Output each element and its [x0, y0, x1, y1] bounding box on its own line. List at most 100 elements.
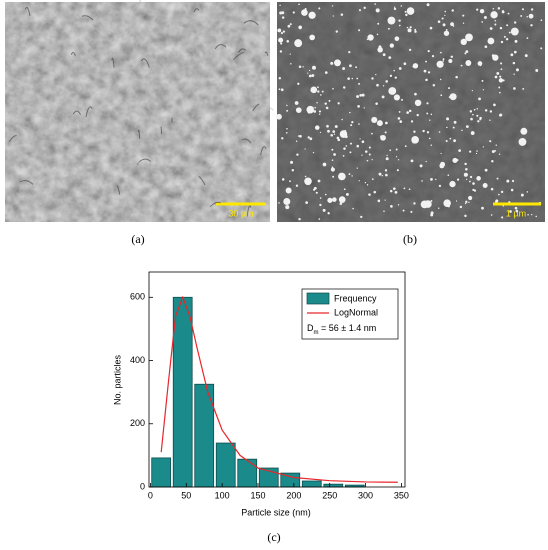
particle [489, 119, 491, 121]
particle [313, 186, 317, 190]
particle [509, 210, 512, 213]
particle [428, 137, 431, 140]
particle [342, 155, 345, 157]
particle [319, 203, 322, 207]
particle [387, 27, 390, 30]
particle [304, 148, 306, 150]
particle [408, 48, 412, 52]
particle [463, 172, 468, 177]
particle [465, 33, 473, 42]
particle [314, 106, 316, 109]
particle [279, 50, 283, 53]
ridge [85, 106, 93, 118]
particle [521, 8, 525, 11]
particle [515, 209, 519, 213]
particle [446, 126, 448, 129]
particle [289, 180, 291, 183]
particle [520, 127, 528, 135]
particle [489, 140, 492, 143]
particle [389, 74, 393, 77]
particle [526, 37, 529, 39]
particle [387, 16, 396, 25]
particle [491, 160, 494, 163]
particle [449, 93, 457, 101]
particle [403, 187, 406, 190]
fit-line [160, 295, 398, 483]
particle [447, 205, 450, 208]
particle [315, 191, 318, 194]
particle [343, 147, 346, 150]
particle [464, 52, 467, 55]
particle [389, 149, 392, 152]
bar [151, 457, 172, 488]
particle [440, 94, 443, 97]
particle [381, 95, 385, 99]
particle [464, 162, 467, 166]
particle [460, 38, 467, 46]
ridge [111, 57, 115, 68]
ridge [81, 15, 94, 21]
particle [322, 208, 326, 212]
particle [462, 14, 465, 17]
particle [496, 177, 499, 180]
ridge [184, 35, 190, 41]
particle [327, 212, 330, 215]
particle [482, 146, 484, 148]
particle [499, 26, 503, 30]
particle [348, 51, 351, 54]
particle [476, 114, 479, 117]
particle [506, 24, 509, 27]
particle [499, 75, 502, 78]
ridge [35, 140, 47, 146]
particle [412, 65, 415, 68]
particle [307, 136, 310, 139]
particle [394, 190, 398, 194]
particle [371, 178, 374, 180]
ridge [174, 168, 181, 173]
particle [422, 129, 425, 133]
particle [520, 15, 523, 17]
particle [416, 113, 419, 117]
bar [172, 296, 193, 488]
particle [371, 116, 378, 123]
particle [514, 39, 518, 43]
y-tick-label: 200 [130, 418, 145, 428]
particle [465, 60, 472, 66]
particle [494, 20, 497, 22]
particle [421, 180, 423, 182]
particle [448, 96, 451, 99]
particle [503, 35, 506, 38]
particle [426, 3, 430, 7]
particle [408, 11, 411, 14]
particle [309, 34, 316, 41]
ridge [38, 120, 49, 131]
ridge [177, 147, 188, 157]
particle [468, 37, 471, 40]
particle [440, 51, 442, 54]
ridge [154, 159, 157, 167]
particle [476, 150, 478, 152]
particle [309, 69, 311, 72]
ridge [140, 58, 150, 68]
particle [394, 76, 397, 79]
particle [425, 60, 428, 63]
particle [294, 101, 299, 105]
particle [316, 102, 318, 104]
ridge [79, 106, 82, 113]
particle [513, 21, 517, 24]
legend-label: Frequency [334, 293, 377, 303]
ridge [231, 29, 239, 37]
particle [385, 121, 388, 125]
particle [282, 30, 286, 33]
particle [377, 199, 381, 203]
particle [345, 192, 349, 196]
ridge [136, 161, 149, 171]
particle [350, 124, 353, 127]
particle [289, 23, 292, 26]
particle [500, 40, 504, 44]
particle [489, 110, 493, 113]
particle [393, 7, 397, 11]
particle [302, 66, 304, 68]
particle [520, 193, 524, 197]
particle [345, 145, 348, 147]
